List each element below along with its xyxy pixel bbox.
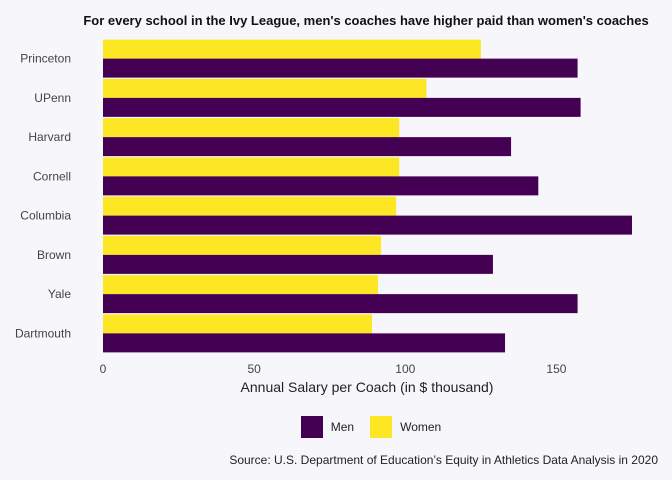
bar-men-columbia <box>103 215 632 235</box>
bar-men-cornell <box>103 176 539 196</box>
legend-entry-men: Men <box>300 416 355 438</box>
y-tick-label-princeton: Princeton <box>20 52 71 66</box>
bar-men-yale <box>103 294 578 314</box>
legend-label-men: Men <box>330 420 355 434</box>
y-tick-label-yale: Yale <box>48 287 71 301</box>
x-tick-label-150: 150 <box>546 362 566 376</box>
bar-women-columbia <box>103 196 397 216</box>
y-tick-label-harvard: Harvard <box>28 130 71 144</box>
legend-label-women: Women <box>400 420 442 434</box>
bar-men-princeton <box>103 58 578 78</box>
x-tick-label-100: 100 <box>395 362 415 376</box>
x-axis-label: Annual Salary per Coach (in $ thousand) <box>240 379 494 395</box>
bar-men-harvard <box>103 137 512 157</box>
bar-women-cornell <box>103 157 400 177</box>
legend-entry-women: Women <box>370 416 441 438</box>
y-tick-label-dartmouth: Dartmouth <box>15 326 71 340</box>
x-tick-label-0: 0 <box>100 362 107 376</box>
bar-men-brown <box>103 254 493 274</box>
x-tick-labels: 0 50 100 150 <box>100 362 567 376</box>
y-tick-label-upenn: UPenn <box>34 91 71 105</box>
bars-layer <box>103 39 632 353</box>
y-tick-label-cornell: Cornell <box>33 169 71 183</box>
legend-swatch-women <box>370 416 393 438</box>
y-tick-labels: Princeton UPenn Harvard Cornell Columbia Brow… <box>15 52 71 341</box>
legend-swatch-men <box>300 416 323 438</box>
x-tick-label-50: 50 <box>247 362 261 376</box>
bar-men-dartmouth <box>103 333 506 353</box>
legend: Men Women <box>0 416 672 438</box>
source-note: Source: U.S. Department of Education’s E… <box>229 453 658 467</box>
bar-women-upenn <box>103 78 427 98</box>
bar-women-harvard <box>103 118 400 138</box>
bar-women-princeton <box>103 39 481 59</box>
bar-women-yale <box>103 275 379 295</box>
y-tick-label-brown: Brown <box>37 248 71 262</box>
bar-women-dartmouth <box>103 314 373 334</box>
bar-men-upenn <box>103 97 581 117</box>
chart-title: For every school in the Ivy League, men'… <box>83 13 649 28</box>
bar-women-brown <box>103 235 382 255</box>
y-tick-label-columbia: Columbia <box>20 209 71 223</box>
